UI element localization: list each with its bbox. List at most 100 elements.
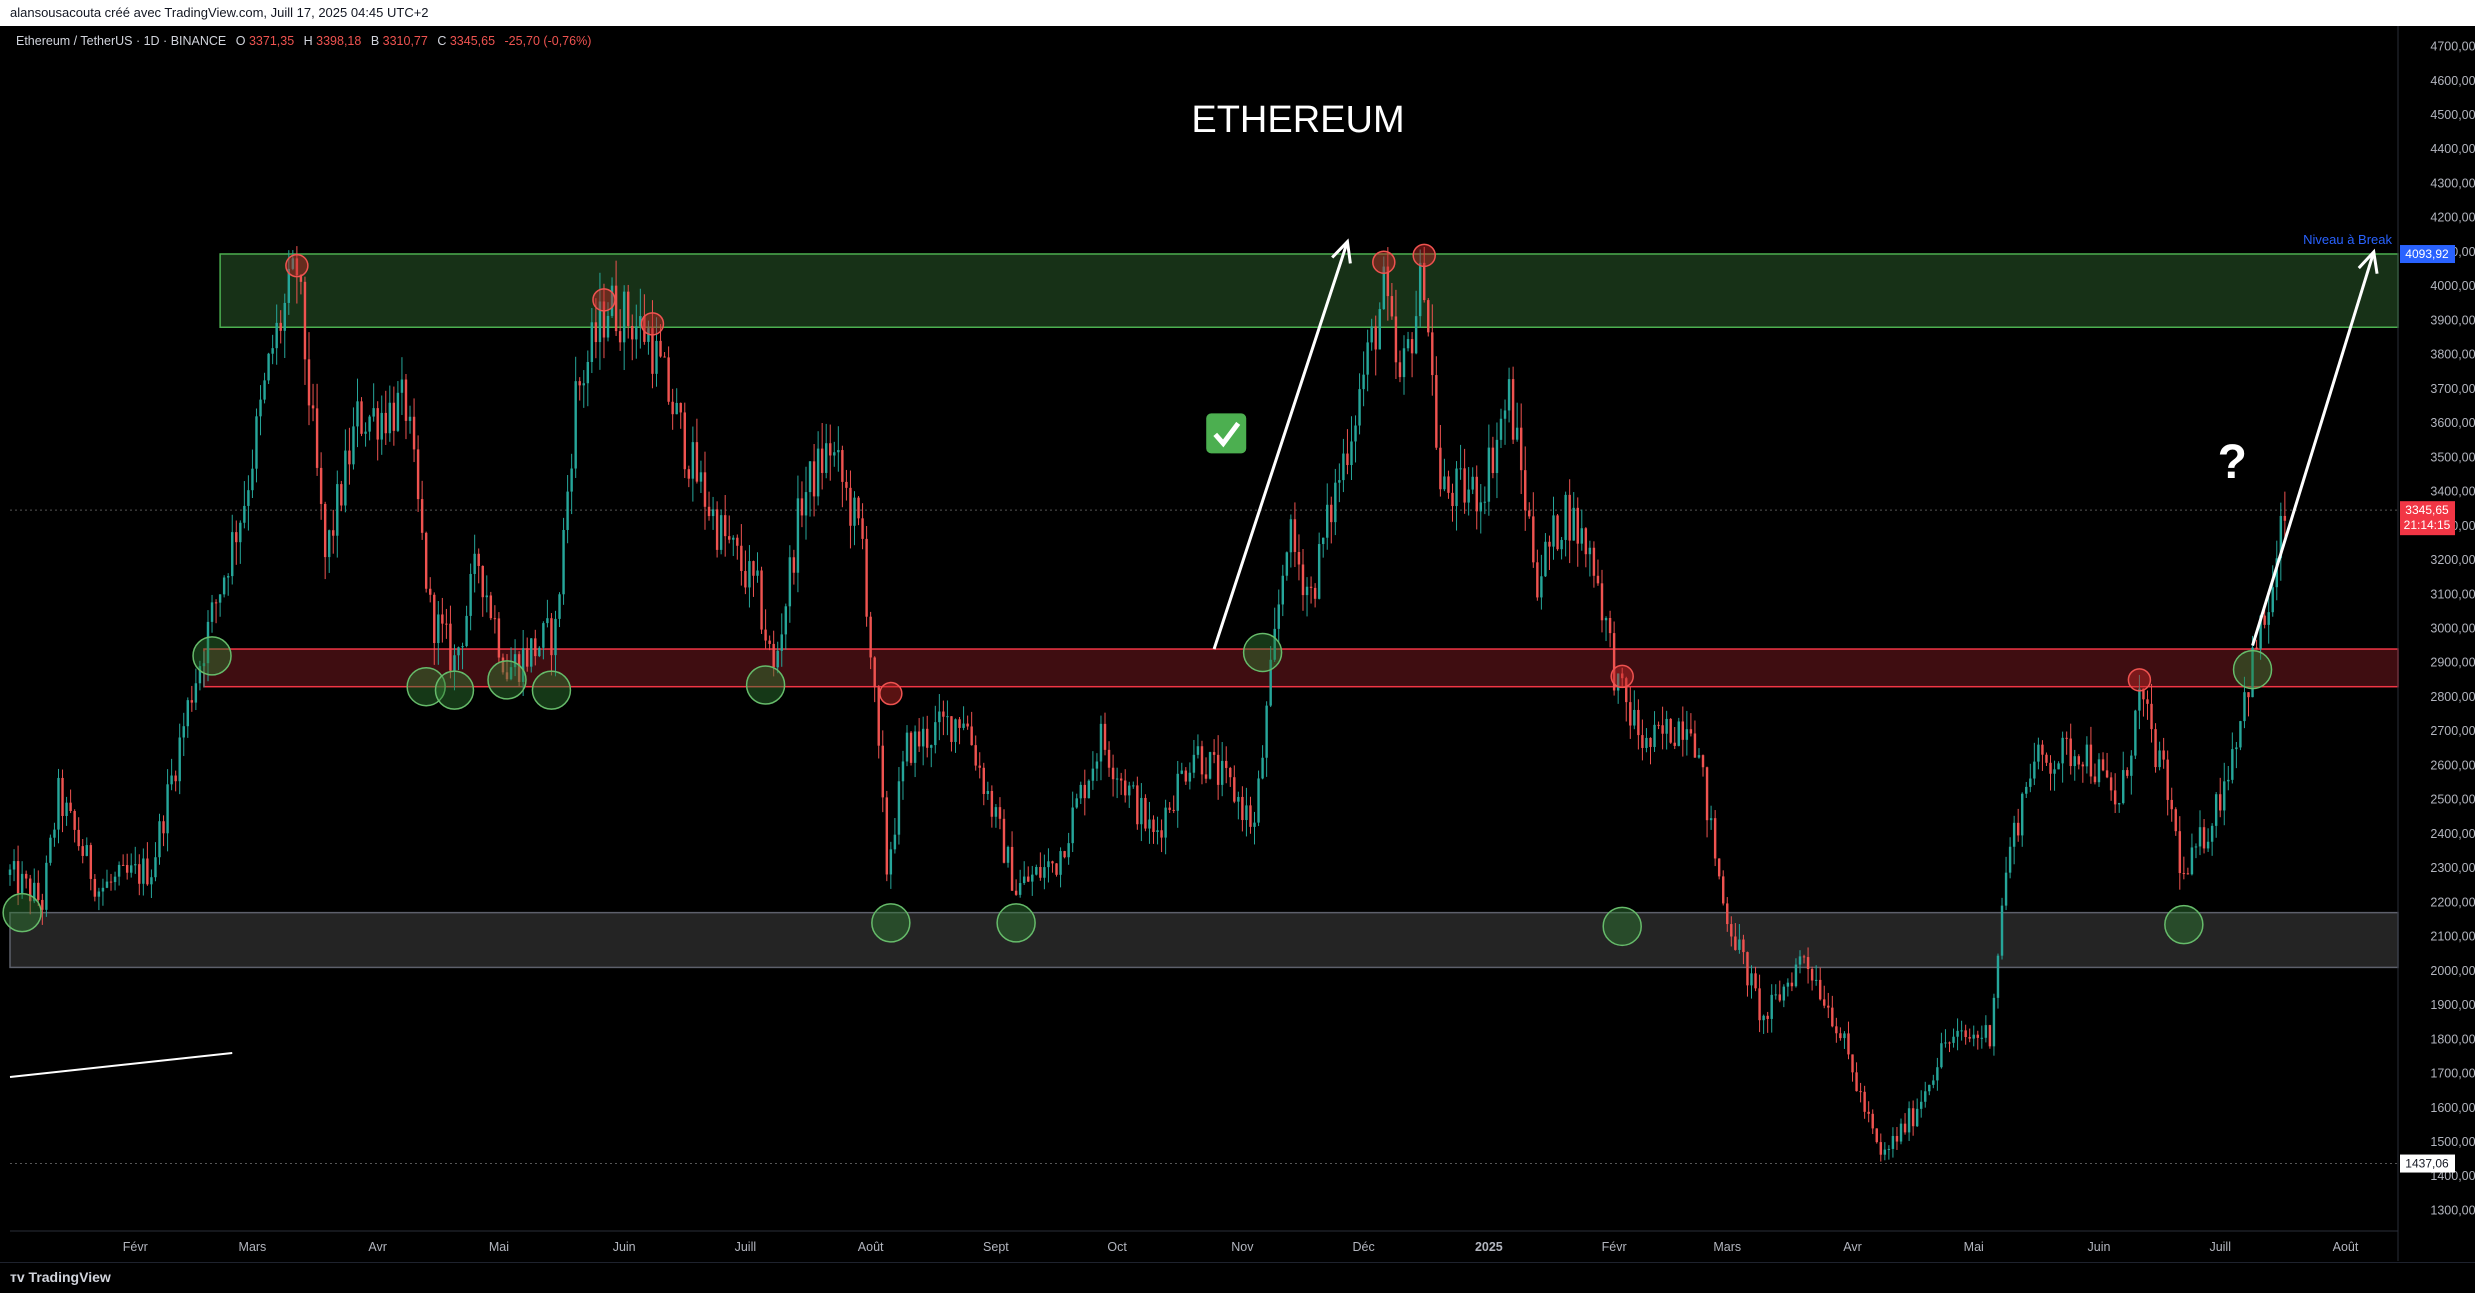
candle xyxy=(1560,536,1563,560)
candle xyxy=(473,534,476,593)
candle xyxy=(889,841,893,889)
candle xyxy=(1742,934,1745,965)
candle xyxy=(218,594,222,617)
time-tick-label: Sept xyxy=(983,1240,1009,1254)
candle xyxy=(315,383,319,476)
candle xyxy=(1649,737,1652,765)
zone-support-grey[interactable] xyxy=(9,911,2399,969)
candle xyxy=(1625,676,1628,722)
candle xyxy=(2113,773,2117,814)
candle xyxy=(1960,1020,1963,1041)
candle xyxy=(1047,848,1050,883)
candle xyxy=(1281,564,1285,617)
candle xyxy=(37,870,40,907)
candle xyxy=(1237,791,1240,820)
candle xyxy=(2198,810,2202,856)
candle xyxy=(1677,717,1680,747)
candle xyxy=(812,444,816,517)
candle xyxy=(1123,769,1127,803)
candle xyxy=(687,465,691,488)
candle xyxy=(1200,740,1204,785)
candle xyxy=(1519,403,1523,495)
candle xyxy=(1152,815,1155,844)
time-tick-label: Avr xyxy=(1843,1240,1862,1254)
candle xyxy=(485,575,489,613)
candle xyxy=(1342,438,1345,493)
candle xyxy=(845,469,848,501)
candle xyxy=(336,470,339,558)
candle xyxy=(1059,847,1062,888)
candle xyxy=(804,466,808,540)
time-tick-label: 2025 xyxy=(1475,1240,1503,1254)
candle xyxy=(1402,335,1406,395)
candle xyxy=(699,460,703,493)
candle xyxy=(679,402,682,429)
candle xyxy=(1790,972,1794,992)
trend-line-stub[interactable] xyxy=(9,1051,233,1078)
candle xyxy=(1734,923,1737,951)
candle xyxy=(663,352,666,358)
candle xyxy=(368,414,371,441)
candle xyxy=(954,718,957,753)
time-axis[interactable]: Févr Mars Avr Mai Juin Juill Août Sept Oct Nov Déc… xyxy=(123,1240,2359,1254)
candle xyxy=(1794,958,1798,988)
time-tick-label: Avr xyxy=(368,1240,387,1254)
candle xyxy=(1136,776,1139,830)
candle xyxy=(655,317,658,387)
zone-resistance[interactable] xyxy=(219,253,2399,328)
candle xyxy=(2150,683,2153,743)
price-tick-label: 1500,00 xyxy=(2430,1135,2475,1149)
candle xyxy=(202,651,206,688)
candle xyxy=(404,374,408,440)
candle xyxy=(921,716,925,766)
candle xyxy=(1398,350,1402,383)
symbol-legend[interactable]: Ethereum / TetherUS · 1D · BINANCE O 337… xyxy=(16,34,591,48)
candle xyxy=(1289,514,1293,568)
candle xyxy=(586,350,590,407)
candle xyxy=(647,320,650,355)
candle xyxy=(829,424,832,481)
zone-support-red[interactable] xyxy=(203,648,2399,688)
candle xyxy=(1976,1030,1979,1050)
candle xyxy=(505,654,509,682)
candle xyxy=(614,260,618,336)
candle xyxy=(489,591,493,621)
candle xyxy=(881,730,884,813)
candle xyxy=(1633,690,1636,730)
candle xyxy=(1847,1021,1850,1060)
arrow-up-nov[interactable] xyxy=(1212,238,1352,650)
candle xyxy=(1334,468,1337,536)
price-chart[interactable]: ✅? Niveau à Break 4700,00 4600,00 4500,00 44… xyxy=(0,26,2475,1262)
price-tick-label: 2500,00 xyxy=(2430,793,2475,807)
candle xyxy=(1160,819,1163,853)
tradingview-logo[interactable]: ᴛᴠ TradingView xyxy=(10,1269,111,1285)
candle xyxy=(1952,1028,1955,1048)
candle xyxy=(109,873,113,891)
arrow-up-jul[interactable] xyxy=(2251,248,2379,647)
candle xyxy=(1705,766,1709,838)
candle xyxy=(1936,1057,1939,1091)
red-touch-marker xyxy=(640,312,665,336)
candle xyxy=(530,637,533,673)
candle xyxy=(962,706,965,731)
candle xyxy=(2117,802,2121,813)
candle xyxy=(327,529,331,573)
candle xyxy=(1471,467,1474,495)
candle xyxy=(1528,502,1531,519)
candle xyxy=(1212,739,1216,764)
price-axis[interactable]: 4700,00 4600,00 4500,00 4400,00 4300,00 4200,… xyxy=(2400,40,2475,1218)
green-touch-marker xyxy=(2164,904,2204,945)
candle xyxy=(239,520,242,564)
candle xyxy=(861,503,864,550)
candle xyxy=(271,334,274,365)
candle xyxy=(833,441,836,467)
candle xyxy=(1188,762,1192,790)
candle xyxy=(913,725,917,778)
candle xyxy=(1911,1100,1915,1136)
candle xyxy=(1924,1081,1927,1108)
candle xyxy=(16,845,20,906)
candle xyxy=(146,842,149,886)
candle xyxy=(1087,779,1091,799)
candle xyxy=(1956,1018,1959,1051)
candle xyxy=(392,386,396,446)
